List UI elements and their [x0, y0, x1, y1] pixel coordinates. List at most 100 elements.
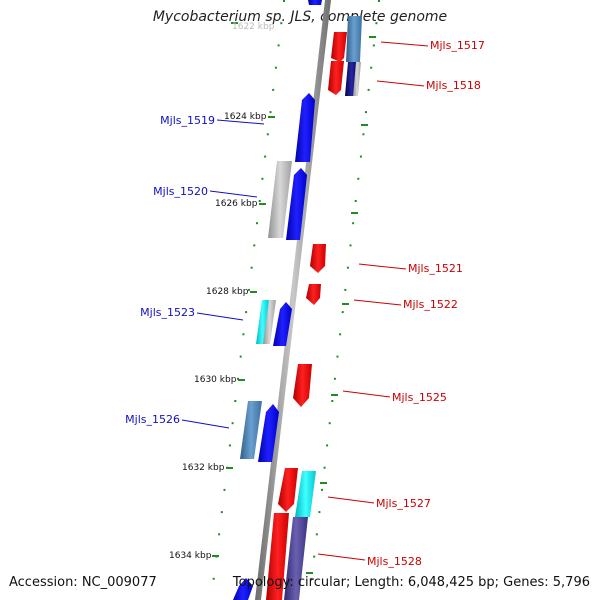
gene-arrow-mjls-1520	[286, 168, 307, 240]
gene-label-mjls-1526[interactable]: Mjls_1526	[125, 413, 180, 426]
ruler-dot	[328, 422, 331, 425]
ruler-dot	[315, 533, 318, 536]
ruler-dot	[223, 488, 226, 491]
ruler-dot	[237, 377, 239, 380]
gene-arrow-mjls-1522	[306, 284, 321, 305]
gene-label-mjls-1520[interactable]: Mjls_1520	[153, 185, 208, 198]
ruler-dot	[354, 200, 357, 202]
gene-block-cyan	[256, 300, 269, 344]
ruler-dot	[218, 533, 221, 536]
ruler-label: 1632 kbp	[182, 463, 225, 473]
gene-label-mjls-1517[interactable]: Mjls_1517	[430, 39, 485, 52]
gene-label-mjls-1523[interactable]: Mjls_1523	[140, 306, 195, 319]
ruler-dot	[318, 511, 321, 514]
ruler-dot	[339, 333, 342, 336]
gene-arrow-mjls-1517	[331, 32, 347, 62]
ruler-dot	[323, 466, 326, 469]
ruler-guide-outer	[310, 0, 380, 580]
ruler-dot	[239, 355, 242, 358]
ruler-dot	[242, 333, 245, 336]
ruler-dot	[274, 66, 277, 69]
ruler-dot	[341, 311, 344, 314]
gene-label-mjls-1521[interactable]: Mjls_1521	[408, 262, 463, 275]
gene-arrow-bottom	[233, 578, 253, 600]
ruler-dot	[212, 577, 215, 580]
ruler-dot	[370, 66, 373, 69]
label-leader	[196, 312, 244, 321]
label-leader	[216, 119, 265, 125]
gene-arrow-mjls-1526	[258, 404, 279, 462]
gene-block-gray-top	[353, 62, 361, 96]
ruler-dot	[220, 511, 223, 514]
ruler-dot	[310, 577, 313, 580]
label-leader	[327, 496, 375, 504]
genome-backbone	[255, 0, 331, 600]
label-leader	[209, 190, 258, 198]
ruler-dot	[346, 266, 349, 269]
ruler-dot	[313, 555, 316, 558]
label-leader	[181, 419, 230, 429]
gene-arrow-mjls-1523	[273, 302, 292, 346]
ruler-label: 1628 kbp	[206, 287, 249, 297]
gene-block-red-bottom	[266, 513, 289, 600]
ruler-dot	[367, 88, 370, 91]
ruler-dot	[331, 400, 334, 402]
label-leader	[376, 80, 425, 87]
ruler-dot	[250, 266, 253, 269]
gene-block-gray	[268, 161, 292, 238]
gene-arrow-mjls-1518	[328, 61, 344, 95]
ruler-dot	[321, 488, 323, 491]
ruler-dot	[266, 133, 269, 136]
label-leader	[342, 390, 391, 398]
gene-label-mjls-1518[interactable]: Mjls_1518	[426, 79, 481, 92]
ruler-dot	[326, 444, 329, 447]
gene-label-mjls-1525[interactable]: Mjls_1525	[392, 391, 447, 404]
ruler-dot	[261, 177, 264, 180]
ruler-label: 1624 kbp	[224, 112, 267, 122]
gene-arrow-mjls-1521	[310, 244, 326, 273]
ruler-dot	[231, 422, 234, 425]
ruler-dot	[269, 111, 272, 114]
summary-text: Topology: circular; Length: 6,048,425 bp…	[232, 575, 590, 590]
gene-label-mjls-1528[interactable]: Mjls_1528	[367, 555, 422, 568]
ruler-dot	[234, 400, 237, 402]
ruler-label: 1626 kbp	[215, 199, 258, 209]
gene-block-steel	[240, 401, 262, 459]
gene-arrow-mjls-1525	[293, 364, 312, 407]
ruler-dot	[283, 0, 285, 2]
ruler-dot	[256, 222, 258, 225]
gene-label-mjls-1527[interactable]: Mjls_1527	[376, 497, 431, 510]
ruler-dot	[344, 288, 347, 291]
gene-block-mjls-1528	[284, 517, 308, 600]
gene-arrow-top	[308, 0, 322, 5]
ruler-dot	[365, 111, 367, 114]
label-leader	[317, 553, 366, 561]
gene-block-steel-top	[346, 16, 362, 62]
map-title: Mycobacterium sp. JLS, complete genome	[152, 9, 448, 25]
ruler-dot	[264, 155, 267, 158]
ruler-dot	[245, 311, 248, 314]
gene-label-mjls-1522[interactable]: Mjls_1522	[403, 298, 458, 311]
ruler-dot	[258, 200, 261, 202]
gene-block-gray-small	[263, 300, 276, 344]
ruler-dot	[375, 22, 378, 25]
ruler-dot	[378, 0, 380, 2]
ruler-dot	[336, 355, 339, 358]
ruler-dot	[253, 244, 256, 247]
ruler-dot	[247, 288, 250, 291]
label-leader	[353, 299, 402, 306]
ruler-label: 1622 kbp	[232, 22, 275, 32]
ruler-label: 1630 kbp	[194, 375, 237, 385]
ruler-dot	[272, 88, 275, 91]
ruler-dot	[357, 177, 360, 180]
ruler-dot	[228, 444, 231, 447]
ruler-dot	[362, 133, 365, 136]
gene-arrow-mjls-1519	[295, 93, 315, 162]
label-leader	[358, 263, 407, 270]
gene-label-mjls-1519[interactable]: Mjls_1519	[160, 114, 215, 127]
ruler-dot	[359, 155, 362, 158]
ruler-dot	[280, 22, 283, 25]
ruler-dot	[352, 222, 355, 225]
ruler-dot	[333, 377, 336, 380]
